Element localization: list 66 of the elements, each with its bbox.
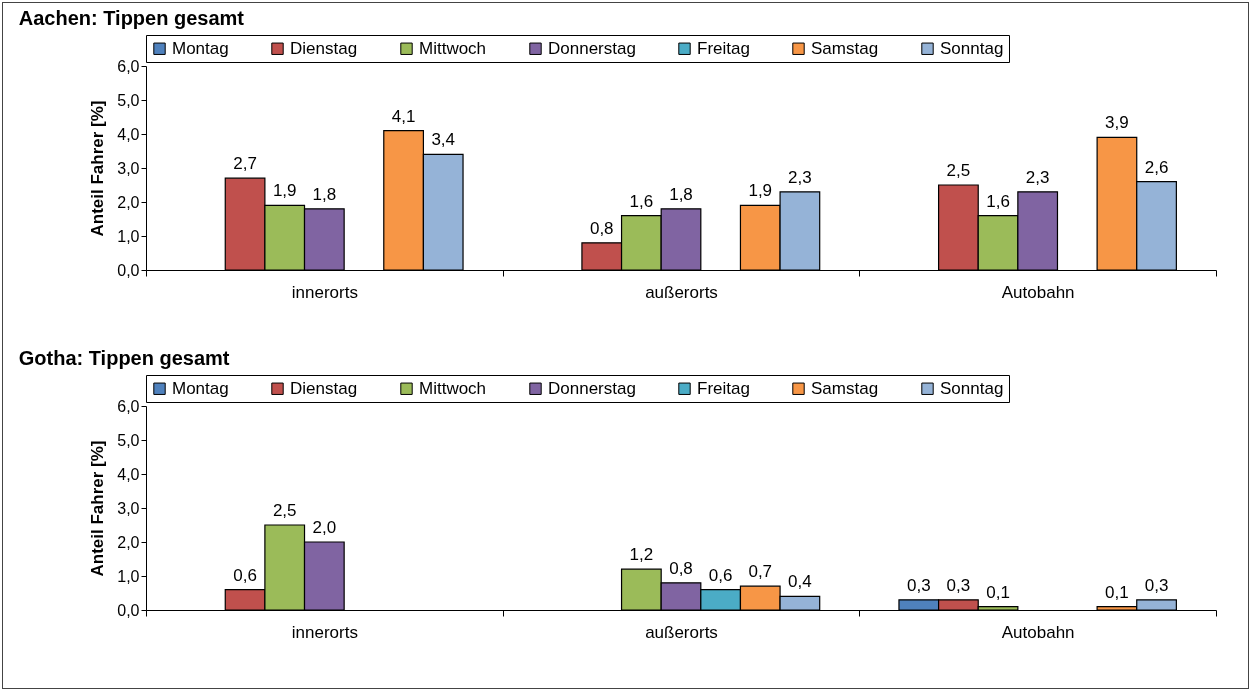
data-label: 2,5 bbox=[946, 161, 971, 180]
chart-title: Gotha: Tippen gesamt bbox=[18, 346, 230, 369]
legend-label: Sonntag bbox=[940, 38, 1004, 58]
legend-label: Donnerstag bbox=[548, 38, 636, 58]
y-tick-label: 4,0 bbox=[117, 465, 140, 483]
data-label: 0,3 bbox=[906, 575, 931, 595]
y-axis-title: Anteil Fahrer [%] bbox=[88, 100, 108, 237]
y-tick-label: 3,0 bbox=[117, 499, 140, 517]
y-tick-label: 4,0 bbox=[117, 125, 140, 143]
data-label: 0,1 bbox=[1105, 582, 1129, 602]
data-label: 0,6 bbox=[708, 565, 733, 585]
data-label: 2,3 bbox=[788, 167, 812, 187]
legend-label: Freitag bbox=[697, 38, 750, 58]
data-label: 1,9 bbox=[748, 181, 773, 201]
data-label: 0,6 bbox=[233, 565, 257, 585]
legend-label: Montag bbox=[172, 378, 229, 398]
data-label: 1,9 bbox=[272, 181, 297, 201]
y-tick-label: 1,0 bbox=[117, 227, 140, 245]
data-label: 2,0 bbox=[312, 518, 337, 537]
legend-label: Dienstag bbox=[290, 38, 358, 58]
y-tick-label: 3,0 bbox=[117, 159, 140, 177]
x-tick-label: außerorts bbox=[645, 622, 718, 642]
y-tick-label: 5,0 bbox=[117, 91, 140, 109]
data-label: 0,4 bbox=[788, 572, 812, 592]
y-tick-label: 1,0 bbox=[117, 567, 140, 585]
y-tick-label: 0,0 bbox=[117, 601, 140, 619]
data-label: 1,6 bbox=[629, 191, 654, 211]
legend-label: Donnerstag bbox=[548, 378, 636, 398]
chart-title: Aachen: Tippen gesamt bbox=[18, 6, 245, 29]
legend-label: Montag bbox=[172, 38, 229, 58]
x-tick-label: Autobahn bbox=[1001, 282, 1075, 302]
y-tick-label: 2,0 bbox=[117, 193, 140, 211]
data-label: 0,3 bbox=[1144, 575, 1169, 595]
data-label: 1,8 bbox=[669, 184, 693, 204]
data-label: 0,3 bbox=[946, 575, 971, 595]
legend-label: Samstag bbox=[811, 38, 879, 58]
data-label: 2,7 bbox=[233, 154, 257, 174]
data-label: 2,5 bbox=[272, 501, 297, 520]
data-label: 0,1 bbox=[986, 582, 1010, 602]
data-label: 0,7 bbox=[748, 562, 773, 582]
data-label: 3,4 bbox=[431, 130, 456, 150]
legend-label: Sonntag bbox=[940, 378, 1004, 398]
legend-label: Mittwoch bbox=[419, 38, 487, 58]
data-label: 3,9 bbox=[1105, 113, 1129, 133]
y-tick-label: 2,0 bbox=[117, 533, 140, 551]
x-tick-label: Autobahn bbox=[1001, 622, 1075, 642]
y-tick-label: 6,0 bbox=[117, 57, 140, 75]
legend-label: Samstag bbox=[811, 378, 879, 398]
y-tick-label: 0,0 bbox=[117, 261, 140, 279]
data-label: 1,8 bbox=[312, 184, 337, 204]
data-label: 4,1 bbox=[391, 106, 416, 126]
x-tick-label: innerorts bbox=[291, 622, 358, 642]
y-axis-title: Anteil Fahrer [%] bbox=[88, 440, 108, 577]
data-label: 1,2 bbox=[629, 545, 654, 565]
legend-label: Dienstag bbox=[290, 378, 358, 398]
data-label: 1,6 bbox=[986, 191, 1010, 211]
data-label: 2,3 bbox=[1025, 167, 1050, 187]
legend-label: Freitag bbox=[697, 378, 750, 398]
y-tick-label: 5,0 bbox=[117, 431, 140, 449]
data-label: 2,6 bbox=[1144, 157, 1169, 177]
y-tick-label: 6,0 bbox=[117, 397, 140, 415]
data-label: 0,8 bbox=[589, 218, 614, 238]
legend-label: Mittwoch bbox=[419, 378, 487, 398]
x-tick-label: innerorts bbox=[291, 282, 358, 302]
x-tick-label: außerorts bbox=[645, 282, 718, 302]
data-label: 0,8 bbox=[669, 558, 693, 578]
